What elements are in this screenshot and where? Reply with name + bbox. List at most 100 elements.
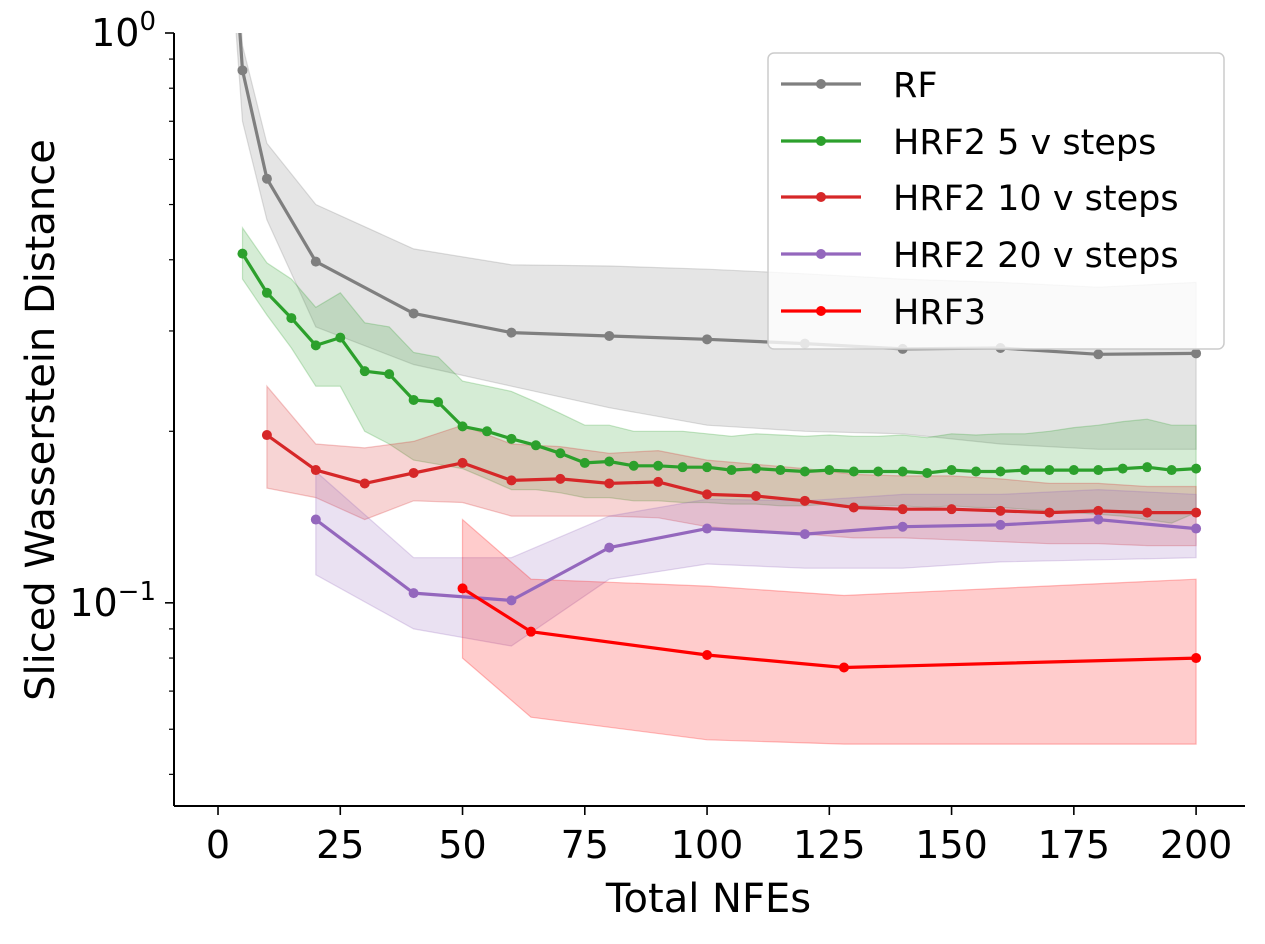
point-hrf2-5-v-steps	[824, 465, 835, 476]
point-rf	[408, 308, 419, 319]
point-hrf2-5-v-steps	[946, 465, 957, 476]
point-hrf2-20-v-steps	[1093, 514, 1104, 525]
x-tick-label: 175	[1038, 823, 1111, 867]
legend-marker-hrf2-5-v-steps	[816, 136, 826, 146]
legend-label-hrf2-10-v-steps: HRF2 10 v steps	[893, 179, 1179, 219]
point-hrf2-5-v-steps	[653, 460, 664, 471]
x-tick-label: 200	[1160, 823, 1233, 867]
point-hrf2-5-v-steps	[775, 465, 786, 476]
point-hrf2-20-v-steps	[408, 588, 419, 599]
point-hrf2-20-v-steps	[799, 529, 810, 540]
point-hrf3	[526, 626, 536, 637]
series-line-hrf2-20-v-steps	[314, 517, 1197, 603]
point-hrf2-5-v-steps	[897, 466, 908, 477]
legend-marker-hrf2-20-v-steps	[816, 249, 826, 259]
point-hrf2-5-v-steps	[457, 421, 468, 432]
point-hrf2-5-v-steps	[481, 426, 492, 437]
point-hrf2-5-v-steps	[848, 466, 859, 477]
point-hrf2-10-v-steps	[555, 473, 566, 484]
point-hrf2-5-v-steps	[1044, 465, 1055, 476]
point-hrf2-10-v-steps	[653, 476, 664, 487]
x-tick-label: 0	[206, 823, 230, 867]
y-tick-label: 100	[91, 7, 156, 55]
point-hrf2-5-v-steps	[286, 313, 297, 324]
legend-box	[767, 52, 1225, 350]
legend-marker-rf	[816, 79, 826, 89]
point-hrf2-10-v-steps	[310, 465, 321, 476]
point-hrf3	[1191, 653, 1202, 664]
point-hrf2-5-v-steps	[530, 440, 541, 451]
x-tick-label: 25	[316, 823, 364, 867]
point-hrf2-5-v-steps	[1191, 463, 1202, 474]
point-hrf2-5-v-steps	[384, 369, 395, 380]
point-hrf2-5-v-steps	[237, 248, 248, 259]
point-hrf2-5-v-steps	[261, 287, 272, 298]
point-hrf2-10-v-steps	[457, 457, 468, 468]
legend-label-rf: RF	[893, 66, 937, 106]
point-hrf2-5-v-steps	[1117, 463, 1128, 474]
point-hrf3	[838, 662, 849, 673]
legend: RF HRF2 5 v steps HRF2 10 v steps HRF2 20 v…	[767, 52, 1225, 350]
series-line-hrf2-10-v-steps	[265, 433, 1197, 515]
legend-marker-hrf2-10-v-steps	[816, 192, 826, 202]
point-hrf2-5-v-steps	[726, 465, 737, 476]
point-rf	[1093, 349, 1104, 360]
point-rf	[261, 173, 272, 184]
point-hrf2-10-v-steps	[1191, 507, 1202, 518]
legend-label-hrf3: HRF3	[893, 293, 986, 333]
point-hrf2-5-v-steps	[873, 466, 884, 477]
point-hrf2-20-v-steps	[1191, 523, 1202, 534]
point-hrf2-5-v-steps	[628, 460, 639, 471]
x-tick-label: 150	[915, 823, 988, 867]
x-tick-label: 75	[561, 823, 609, 867]
axes: 0 25 50 75 100 125 150 175 200 100 10−1 Total NFEs S…	[18, 7, 1245, 922]
legend-marker-hrf3	[816, 306, 826, 316]
x-tick-label: 100	[671, 823, 744, 867]
point-hrf2-5-v-steps	[799, 466, 810, 477]
point-hrf2-10-v-steps	[702, 489, 713, 500]
point-hrf2-5-v-steps	[604, 456, 615, 467]
point-hrf2-5-v-steps	[702, 462, 713, 473]
point-rf	[1191, 348, 1202, 359]
point-hrf2-5-v-steps	[555, 448, 566, 459]
band-hrf2-20-v-steps	[315, 470, 1197, 647]
point-rf	[506, 327, 517, 338]
x-axis-label: Total NFEs	[605, 876, 811, 922]
point-hrf2-5-v-steps	[433, 397, 444, 408]
x-tick-label: 125	[793, 823, 866, 867]
point-hrf2-10-v-steps	[359, 478, 370, 489]
point-hrf2-10-v-steps	[848, 502, 859, 513]
point-hrf2-5-v-steps	[335, 332, 346, 343]
band-hrf3	[461, 518, 1197, 745]
point-hrf2-5-v-steps	[359, 366, 370, 377]
point-hrf2-10-v-steps	[1142, 507, 1153, 518]
point-hrf2-20-v-steps	[604, 542, 615, 553]
point-hrf2-10-v-steps	[995, 505, 1006, 516]
point-hrf2-10-v-steps	[799, 495, 810, 506]
point-hrf3	[702, 649, 713, 660]
point-hrf2-5-v-steps	[750, 463, 761, 474]
point-hrf2-5-v-steps	[506, 433, 517, 444]
point-hrf2-5-v-steps	[408, 394, 419, 405]
point-hrf2-10-v-steps	[1044, 507, 1055, 518]
point-hrf2-10-v-steps	[897, 504, 908, 515]
point-hrf2-5-v-steps	[1142, 462, 1153, 473]
x-tick-label: 50	[438, 823, 486, 867]
point-hrf2-20-v-steps	[506, 595, 517, 606]
point-hrf2-5-v-steps	[1166, 465, 1177, 476]
point-hrf2-5-v-steps	[971, 466, 982, 477]
point-rf	[702, 334, 713, 345]
point-hrf2-5-v-steps	[1068, 465, 1079, 476]
point-rf	[604, 330, 615, 341]
point-hrf2-10-v-steps	[750, 490, 761, 501]
point-hrf2-10-v-steps	[408, 467, 419, 478]
point-hrf2-5-v-steps	[579, 457, 590, 468]
point-hrf2-20-v-steps	[310, 514, 321, 525]
point-hrf2-10-v-steps	[1093, 505, 1104, 516]
point-hrf2-5-v-steps	[310, 340, 321, 351]
point-hrf2-5-v-steps	[922, 467, 933, 478]
point-hrf2-20-v-steps	[702, 523, 713, 534]
point-rf	[310, 256, 321, 267]
y-axis-label: Sliced Wasserstein Distance	[18, 139, 64, 701]
